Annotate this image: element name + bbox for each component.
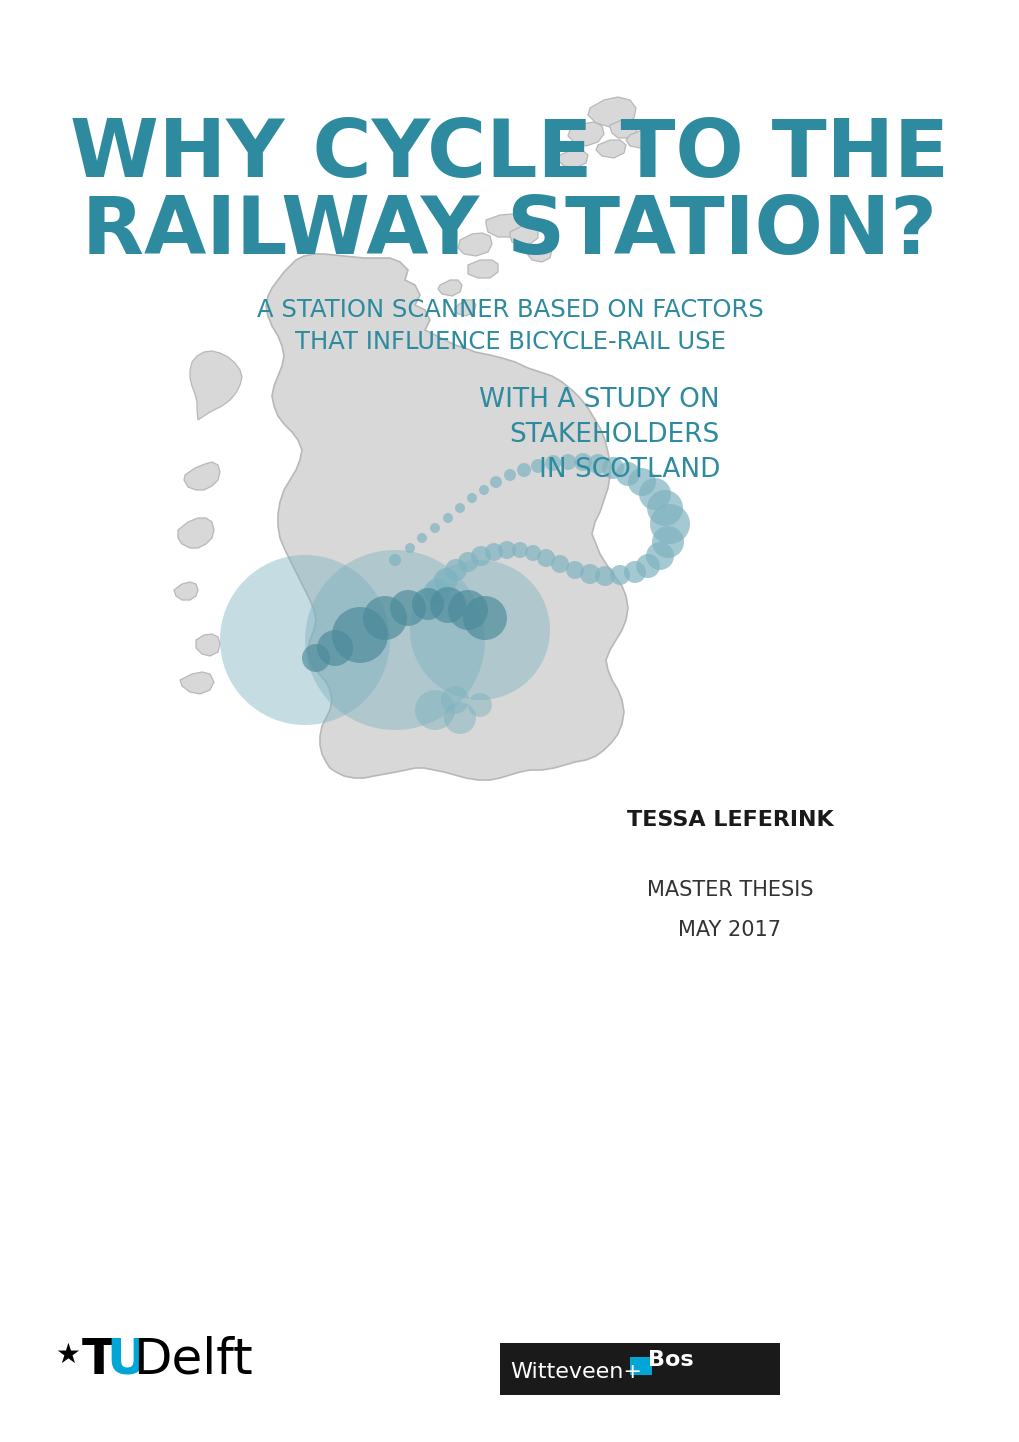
Polygon shape	[587, 97, 636, 127]
Circle shape	[512, 542, 528, 558]
Polygon shape	[454, 300, 476, 316]
Polygon shape	[174, 583, 198, 600]
Circle shape	[430, 587, 466, 623]
Polygon shape	[485, 213, 524, 236]
Circle shape	[636, 554, 659, 578]
Circle shape	[649, 505, 689, 544]
Text: WHY CYCLE TO THE: WHY CYCLE TO THE	[70, 115, 949, 195]
FancyBboxPatch shape	[499, 1343, 780, 1394]
Circle shape	[628, 469, 655, 496]
Text: Delft: Delft	[132, 1335, 253, 1384]
FancyBboxPatch shape	[639, 1343, 780, 1373]
Circle shape	[468, 694, 491, 717]
Polygon shape	[437, 280, 462, 296]
Circle shape	[645, 542, 674, 570]
Text: Bos: Bos	[647, 1350, 693, 1370]
Circle shape	[458, 552, 478, 572]
Text: RAILWAY STATION?: RAILWAY STATION?	[83, 193, 936, 271]
Polygon shape	[178, 518, 214, 548]
Circle shape	[624, 561, 645, 583]
Circle shape	[410, 559, 549, 699]
Circle shape	[331, 607, 387, 663]
Circle shape	[609, 565, 630, 585]
Circle shape	[517, 463, 531, 477]
Circle shape	[412, 588, 443, 620]
Text: ★: ★	[55, 1341, 81, 1368]
Circle shape	[550, 555, 569, 572]
Text: T: T	[82, 1335, 116, 1384]
Circle shape	[601, 457, 624, 479]
Circle shape	[651, 526, 684, 558]
Circle shape	[424, 580, 449, 606]
Circle shape	[363, 596, 407, 640]
Polygon shape	[196, 634, 220, 656]
Text: U: U	[106, 1335, 147, 1384]
Polygon shape	[510, 226, 537, 247]
Circle shape	[442, 513, 452, 523]
Circle shape	[503, 469, 516, 482]
Circle shape	[415, 691, 454, 730]
Circle shape	[444, 559, 467, 581]
Polygon shape	[626, 130, 653, 149]
Text: IN SCOTLAND: IN SCOTLAND	[538, 457, 719, 483]
Polygon shape	[595, 140, 626, 159]
Circle shape	[302, 645, 330, 672]
Polygon shape	[557, 150, 587, 169]
Circle shape	[454, 503, 465, 513]
Circle shape	[594, 567, 614, 585]
Circle shape	[489, 476, 501, 487]
Text: MAY 2017: MAY 2017	[678, 920, 781, 940]
Polygon shape	[458, 234, 491, 257]
Polygon shape	[568, 123, 603, 146]
Circle shape	[447, 590, 487, 630]
Circle shape	[531, 459, 544, 473]
Circle shape	[389, 590, 426, 626]
Circle shape	[646, 490, 683, 526]
Circle shape	[433, 568, 458, 593]
Circle shape	[536, 549, 554, 567]
Circle shape	[405, 544, 415, 552]
Circle shape	[471, 547, 490, 567]
Text: THAT INFLUENCE BICYCLE-RAIL USE: THAT INFLUENCE BICYCLE-RAIL USE	[294, 330, 725, 353]
FancyBboxPatch shape	[630, 1357, 651, 1376]
Circle shape	[430, 523, 439, 534]
Circle shape	[220, 555, 389, 725]
Polygon shape	[468, 260, 497, 278]
Circle shape	[574, 453, 591, 472]
Circle shape	[544, 456, 560, 472]
Polygon shape	[190, 350, 242, 420]
Polygon shape	[609, 120, 637, 138]
Circle shape	[497, 541, 516, 559]
Circle shape	[388, 554, 400, 567]
Circle shape	[587, 454, 607, 474]
Polygon shape	[528, 247, 551, 262]
Text: WITH A STUDY ON: WITH A STUDY ON	[479, 386, 719, 412]
Text: Witteveen+: Witteveen+	[510, 1363, 641, 1381]
Circle shape	[615, 461, 639, 486]
Circle shape	[467, 493, 477, 503]
Polygon shape	[179, 672, 214, 694]
Text: TESSA LEFERINK: TESSA LEFERINK	[626, 810, 833, 831]
Circle shape	[479, 485, 488, 495]
Text: A STATION SCANNER BASED ON FACTORS: A STATION SCANNER BASED ON FACTORS	[257, 298, 762, 322]
Circle shape	[440, 686, 469, 714]
Polygon shape	[266, 254, 628, 780]
Circle shape	[463, 596, 506, 640]
Circle shape	[638, 477, 671, 510]
Circle shape	[559, 454, 576, 470]
Circle shape	[317, 630, 353, 666]
Text: MASTER THESIS: MASTER THESIS	[646, 880, 812, 900]
Polygon shape	[183, 461, 220, 490]
Circle shape	[443, 702, 476, 734]
Text: STAKEHOLDERS: STAKEHOLDERS	[510, 423, 719, 448]
Circle shape	[566, 561, 584, 580]
Circle shape	[580, 564, 599, 584]
Circle shape	[525, 545, 540, 561]
Circle shape	[417, 534, 427, 544]
Circle shape	[305, 549, 484, 730]
Circle shape	[484, 544, 502, 561]
